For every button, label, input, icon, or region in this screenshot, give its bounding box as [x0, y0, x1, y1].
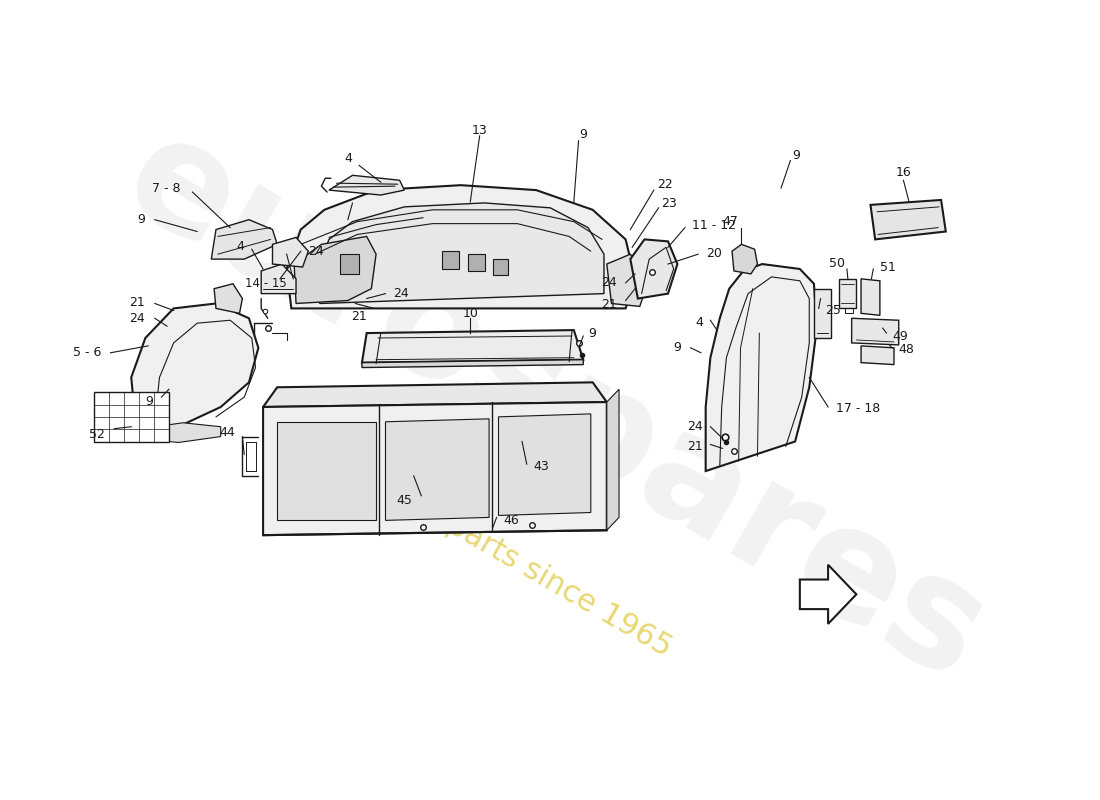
Polygon shape [442, 251, 459, 269]
Text: 45: 45 [396, 494, 411, 507]
Polygon shape [211, 220, 277, 259]
Text: 20: 20 [706, 246, 722, 260]
Text: 9: 9 [588, 326, 596, 339]
Text: 9: 9 [673, 342, 681, 354]
Polygon shape [141, 422, 221, 442]
Polygon shape [214, 284, 242, 314]
Text: 24: 24 [308, 245, 324, 258]
Text: 14 - 15: 14 - 15 [245, 278, 287, 290]
Text: 21: 21 [602, 298, 617, 311]
Text: 47: 47 [723, 215, 738, 228]
Polygon shape [261, 264, 296, 294]
Text: 24: 24 [602, 276, 617, 290]
Polygon shape [329, 175, 405, 195]
Text: 11 - 12: 11 - 12 [692, 219, 736, 232]
Polygon shape [732, 244, 758, 274]
Polygon shape [630, 239, 678, 298]
Text: 24: 24 [130, 312, 145, 325]
Text: 25: 25 [825, 304, 842, 317]
Polygon shape [294, 237, 376, 303]
Text: 50: 50 [829, 257, 845, 270]
Polygon shape [493, 259, 508, 275]
Text: 24: 24 [688, 420, 703, 434]
Text: 4: 4 [344, 152, 352, 165]
Bar [94, 392, 169, 442]
Text: 4: 4 [695, 316, 703, 329]
Text: 49: 49 [892, 330, 907, 342]
Polygon shape [851, 318, 899, 345]
Text: 23: 23 [661, 198, 678, 210]
Text: 13: 13 [472, 125, 487, 138]
Text: 4: 4 [236, 240, 244, 253]
Polygon shape [469, 254, 485, 271]
Polygon shape [839, 279, 856, 309]
Polygon shape [861, 346, 894, 365]
Text: 21: 21 [688, 440, 703, 453]
Polygon shape [131, 303, 258, 426]
Polygon shape [800, 565, 856, 624]
Text: 44: 44 [219, 426, 234, 439]
Text: 24: 24 [393, 287, 409, 300]
Text: 52: 52 [89, 428, 104, 441]
Polygon shape [277, 422, 376, 520]
Text: a passion for parts since 1965: a passion for parts since 1965 [263, 407, 678, 663]
Text: 43: 43 [534, 460, 549, 473]
Text: 10: 10 [462, 307, 478, 320]
Polygon shape [706, 264, 817, 471]
Polygon shape [870, 200, 946, 239]
Polygon shape [362, 360, 583, 367]
Polygon shape [263, 402, 607, 535]
Text: 21: 21 [351, 310, 366, 322]
Polygon shape [814, 289, 830, 338]
Polygon shape [861, 279, 880, 315]
Text: 9: 9 [792, 149, 800, 162]
Polygon shape [340, 254, 359, 274]
Polygon shape [263, 382, 607, 407]
Text: 9: 9 [138, 213, 145, 226]
Polygon shape [287, 185, 635, 309]
Text: 51: 51 [880, 261, 895, 274]
Text: 17 - 18: 17 - 18 [836, 402, 880, 415]
Text: 48: 48 [899, 343, 914, 356]
Polygon shape [607, 254, 649, 306]
Polygon shape [385, 419, 490, 520]
Text: 7 - 8: 7 - 8 [152, 182, 180, 194]
Polygon shape [273, 238, 308, 267]
Text: 22: 22 [657, 178, 672, 190]
Text: 5 - 6: 5 - 6 [73, 346, 101, 359]
Polygon shape [607, 390, 619, 530]
Text: 9: 9 [580, 128, 587, 142]
Text: 46: 46 [503, 514, 519, 527]
Text: 9: 9 [145, 394, 153, 407]
Polygon shape [318, 203, 604, 303]
Polygon shape [498, 414, 591, 515]
Polygon shape [362, 330, 583, 362]
Text: 16: 16 [895, 166, 911, 179]
Text: 21: 21 [130, 296, 145, 309]
Text: eurospares: eurospares [99, 101, 1011, 713]
